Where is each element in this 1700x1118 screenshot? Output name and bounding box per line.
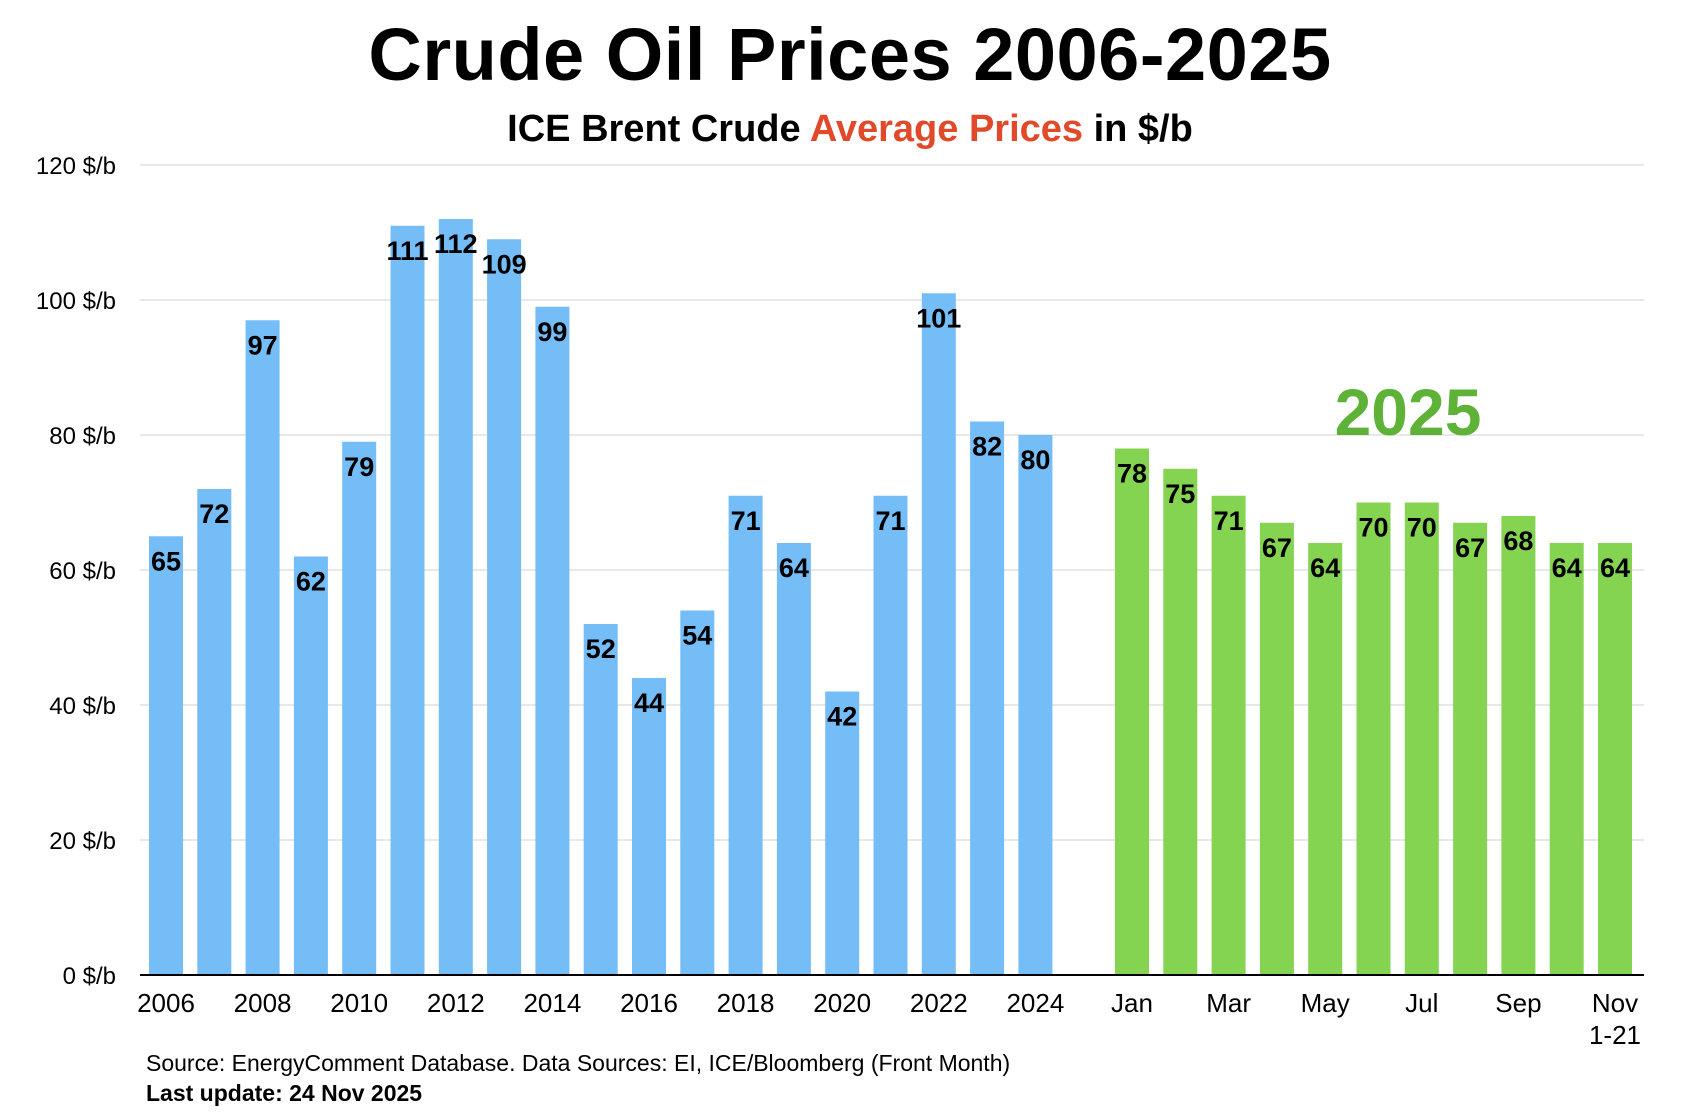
- y-axis-ticks: 0 $/b 20 $/b 40 $/b 60 $/b 80 $/b 100 $/b 120 …: [36, 153, 116, 990]
- data-label: 82: [972, 432, 1002, 462]
- data-label: 64: [779, 553, 809, 583]
- x-tick-label: 1-21: [1589, 1020, 1641, 1050]
- bar-annual: [487, 239, 522, 975]
- bar-annual: [438, 219, 473, 975]
- x-tick-label: 2020: [813, 988, 871, 1018]
- x-tick-label: 2014: [523, 988, 581, 1018]
- bar-monthly-2025: [1259, 522, 1294, 975]
- x-tick-label: 2022: [910, 988, 968, 1018]
- bar-annual: [728, 495, 763, 975]
- data-label: 99: [537, 317, 567, 347]
- y-tick-label: 0 $/b: [63, 963, 116, 990]
- bars: [149, 219, 1632, 975]
- bar-annual: [245, 320, 280, 975]
- x-tick-label: 2016: [620, 988, 678, 1018]
- data-label: 70: [1358, 513, 1388, 543]
- bar-monthly-2025: [1163, 468, 1198, 975]
- bar-annual: [873, 495, 908, 975]
- data-label: 97: [248, 330, 278, 360]
- year-2025-annotation: 2025: [1335, 375, 1482, 449]
- y-tick-label: 100 $/b: [36, 288, 116, 315]
- bar-monthly-2025: [1453, 522, 1488, 975]
- x-tick-label: Sep: [1495, 988, 1541, 1018]
- bar-annual: [680, 610, 715, 975]
- bar-annual: [197, 489, 232, 975]
- bar-annual: [632, 678, 666, 975]
- data-label: 111: [386, 236, 428, 266]
- x-tick-label: May: [1301, 988, 1350, 1018]
- data-label: 54: [682, 621, 712, 651]
- bar-monthly-2025: [1115, 448, 1149, 975]
- data-label: 64: [1600, 553, 1630, 583]
- data-label: 71: [875, 506, 905, 536]
- bar-annual: [583, 624, 618, 975]
- data-label: 67: [1262, 533, 1292, 563]
- y-tick-label: 20 $/b: [49, 828, 116, 855]
- x-tick-label: 2010: [330, 988, 388, 1018]
- y-tick-label: 60 $/b: [49, 558, 116, 585]
- x-tick-label: 2008: [234, 988, 292, 1018]
- x-axis-ticks: 2006 2008 2010 2012 2014 2016 2018 2020 2022 2024…: [137, 988, 1641, 1050]
- x-tick-label: Mar: [1206, 988, 1251, 1018]
- bar-annual: [776, 543, 811, 975]
- data-label: 65: [151, 546, 181, 576]
- x-tick-label: Jul: [1405, 988, 1438, 1018]
- bar-annual: [293, 556, 328, 975]
- data-label: 109: [482, 249, 527, 279]
- x-tick-label: 2024: [1006, 988, 1064, 1018]
- y-tick-label: 80 $/b: [49, 423, 116, 450]
- bar-annual: [921, 293, 956, 975]
- chart-title: Crude Oil Prices 2006-2025: [368, 13, 1332, 96]
- x-tick-label: 2006: [137, 988, 195, 1018]
- bar-monthly-2025: [1549, 543, 1584, 975]
- bar-annual: [342, 441, 377, 975]
- data-label: 62: [296, 567, 326, 597]
- bar-annual: [825, 691, 860, 975]
- data-label: 72: [199, 499, 229, 529]
- data-label: 52: [586, 634, 616, 664]
- data-label: 71: [1214, 506, 1244, 536]
- subtitle-part-1: ICE Brent Crude: [507, 108, 810, 150]
- bar-annual: [535, 306, 570, 975]
- bar-annual: [149, 536, 183, 975]
- data-label: 44: [634, 688, 664, 718]
- bar-monthly-2025: [1356, 502, 1391, 975]
- last-update-note: Last update: 24 Nov 2025: [146, 1080, 423, 1106]
- x-tick-label: Nov: [1592, 988, 1638, 1018]
- bar-monthly-2025: [1211, 495, 1246, 975]
- data-label: 75: [1165, 479, 1195, 509]
- x-tick-label: 2018: [717, 988, 775, 1018]
- chart-subtitle: ICE Brent Crude Average Prices in $/b: [0, 108, 1700, 151]
- bar-monthly-2025: [1308, 543, 1343, 975]
- data-label: 112: [434, 229, 478, 259]
- data-label: 71: [731, 506, 761, 536]
- y-tick-label: 40 $/b: [49, 693, 116, 720]
- data-label: 80: [1020, 445, 1050, 475]
- bar-annual: [970, 421, 1005, 975]
- data-label: 64: [1310, 553, 1340, 583]
- subtitle-highlight: Average Prices: [809, 108, 1084, 150]
- data-label: 101: [916, 303, 961, 333]
- bar-monthly-2025: [1501, 516, 1536, 975]
- bar-monthly-2025: [1404, 502, 1439, 975]
- data-label: 78: [1117, 459, 1147, 489]
- source-note: Source: EnergyComment Database. Data Sou…: [146, 1050, 1011, 1076]
- data-label: 70: [1407, 513, 1437, 543]
- data-label: 42: [827, 702, 857, 732]
- x-tick-label: 2012: [427, 988, 485, 1018]
- subtitle-part-3: in $/b: [1083, 108, 1193, 150]
- y-tick-label: 120 $/b: [36, 153, 116, 180]
- bar-annual: [1018, 435, 1053, 975]
- data-label: 79: [344, 452, 374, 482]
- data-label: 67: [1455, 533, 1485, 563]
- data-label: 64: [1552, 553, 1582, 583]
- data-label: 68: [1503, 526, 1533, 556]
- bar-annual: [390, 225, 425, 975]
- bar-monthly-2025: [1598, 543, 1632, 975]
- x-tick-label: Jan: [1111, 988, 1153, 1018]
